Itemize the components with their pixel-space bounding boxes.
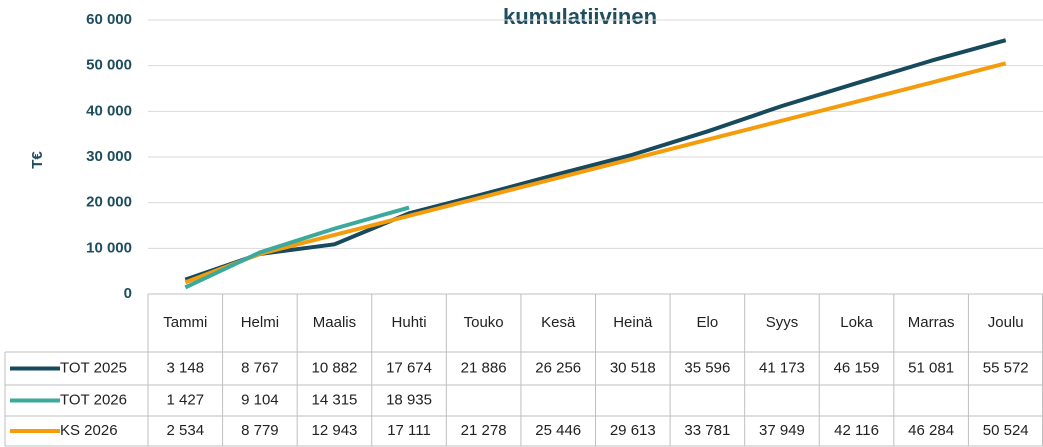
x-tick-label: Elo — [697, 314, 719, 331]
data-label: 30 518 — [610, 359, 656, 376]
x-tick-label: Loka — [840, 314, 873, 331]
data-label: 50 524 — [983, 422, 1029, 439]
data-label: 3 148 — [167, 359, 205, 376]
data-label: 42 116 — [834, 422, 879, 439]
legend-label: TOT 2026 — [60, 391, 127, 408]
series-line — [184, 205, 410, 290]
data-label: 14 315 — [312, 391, 358, 408]
data-label: 46 159 — [834, 359, 880, 376]
data-label: 37 949 — [759, 422, 805, 439]
data-label: 29 613 — [610, 422, 656, 439]
y-tick-label: 50 000 — [86, 57, 132, 74]
data-label: 41 173 — [759, 359, 805, 376]
data-label: 25 446 — [535, 422, 581, 439]
data-label: 35 596 — [684, 359, 730, 376]
x-tick-label: Joulu — [988, 314, 1024, 331]
data-label: 17 674 — [386, 359, 432, 376]
data-label: 17 111 — [387, 422, 431, 439]
data-label: 9 104 — [241, 391, 279, 408]
legend-label: KS 2026 — [60, 422, 118, 439]
x-tick-label: Huhti — [392, 314, 427, 331]
x-tick-label: Kesä — [541, 314, 576, 331]
x-tick-label: Maalis — [313, 314, 356, 331]
data-label: 2 534 — [167, 422, 205, 439]
legend-label: TOT 2025 — [60, 359, 127, 376]
x-tick-label: Touko — [464, 314, 504, 331]
y-axis-label: T€ — [29, 151, 46, 169]
y-tick-label: 30 000 — [86, 148, 132, 165]
x-tick-label: Tammi — [163, 314, 207, 331]
data-label: 21 278 — [461, 422, 507, 439]
data-label: 46 284 — [908, 422, 954, 439]
data-label: 10 882 — [312, 359, 358, 376]
x-tick-label: Marras — [908, 314, 955, 331]
y-tick-label: 20 000 — [86, 194, 132, 211]
x-tick-label: Helmi — [241, 314, 279, 331]
data-label: 33 781 — [684, 422, 730, 439]
y-tick-label: 10 000 — [86, 239, 132, 256]
y-tick-label: 0 — [124, 285, 132, 302]
data-label: 8 767 — [241, 359, 279, 376]
x-tick-label: Heinä — [613, 314, 653, 331]
data-label: 51 081 — [908, 359, 954, 376]
y-tick-label: 60 000 — [86, 11, 132, 28]
data-label: 21 886 — [461, 359, 507, 376]
series-line — [184, 61, 1007, 285]
data-label: 26 256 — [535, 359, 581, 376]
y-tick-label: 40 000 — [86, 102, 132, 119]
data-label: 8 779 — [241, 422, 279, 439]
data-label: 12 943 — [312, 422, 358, 439]
x-tick-label: Syys — [766, 314, 799, 331]
data-label: 55 572 — [983, 359, 1029, 376]
data-label: 1 427 — [167, 391, 205, 408]
series-line — [184, 38, 1007, 282]
chart-title: kumulatiivinen — [503, 4, 657, 29]
data-label: 18 935 — [386, 391, 432, 408]
